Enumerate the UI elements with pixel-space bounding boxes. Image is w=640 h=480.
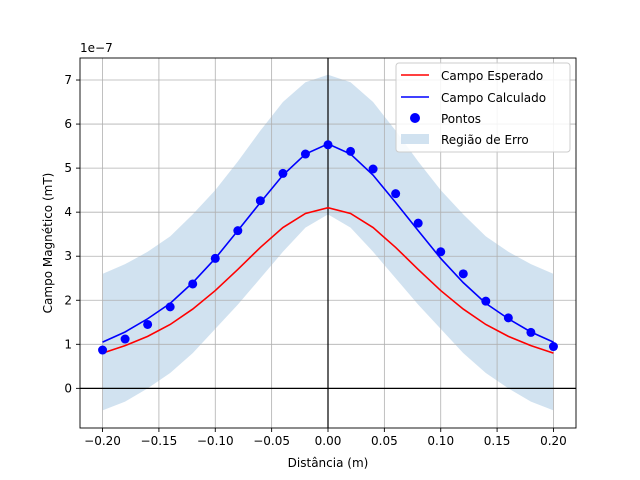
data-point-16 bbox=[458, 269, 468, 279]
legend-label-campo-esperado: Campo Esperado bbox=[441, 69, 543, 83]
y-tick-label-4: 4 bbox=[64, 205, 72, 219]
legend-swatch-pontos bbox=[410, 113, 420, 123]
legend-swatch-regiao-de-erro bbox=[401, 134, 429, 144]
y-tick-label-6: 6 bbox=[64, 117, 72, 131]
x-tick-label-8: 0.20 bbox=[540, 434, 567, 448]
y-tick-label-5: 5 bbox=[64, 161, 72, 175]
x-axis-ticks: −0.20 −0.15 −0.10 −0.05 0.00 0.05 0.10 0.15 0.20 bbox=[84, 428, 567, 448]
x-tick-label-5: 0.05 bbox=[371, 434, 398, 448]
y-tick-label-0: 0 bbox=[64, 381, 72, 395]
legend-box bbox=[395, 62, 571, 153]
data-point-4 bbox=[188, 279, 198, 289]
legend-label-campo-calculado: Campo Calculado bbox=[441, 91, 546, 105]
y-tick-label-2: 2 bbox=[64, 293, 72, 307]
data-point-20 bbox=[548, 342, 558, 352]
data-point-0 bbox=[98, 345, 108, 355]
data-point-8 bbox=[278, 168, 288, 178]
y-tick-label-1: 1 bbox=[64, 337, 72, 351]
data-point-18 bbox=[503, 313, 513, 323]
y-tick-label-7: 7 bbox=[64, 73, 72, 87]
data-point-2 bbox=[143, 319, 153, 329]
series-line-campo-esperado bbox=[102, 206, 554, 354]
data-point-17 bbox=[481, 296, 491, 306]
data-point-19 bbox=[526, 327, 536, 337]
x-tick-label-1: −0.15 bbox=[141, 434, 178, 448]
data-point-14 bbox=[413, 218, 423, 228]
data-point-3 bbox=[165, 302, 175, 312]
data-point-9 bbox=[300, 149, 310, 159]
data-point-15 bbox=[436, 247, 446, 257]
legend-label-pontos: Pontos bbox=[441, 112, 481, 126]
data-point-10 bbox=[323, 140, 333, 150]
x-tick-label-7: 0.15 bbox=[484, 434, 511, 448]
data-point-1 bbox=[120, 334, 130, 344]
data-point-7 bbox=[255, 196, 265, 206]
x-axis-label: Distância (m) bbox=[288, 456, 369, 470]
data-point-5 bbox=[210, 253, 220, 263]
legend: Campo Esperado Campo Calculado Pontos Re… bbox=[395, 62, 571, 153]
x-tick-label-0: −0.20 bbox=[84, 434, 121, 448]
x-tick-label-2: −0.10 bbox=[197, 434, 234, 448]
y-axis-offset-label: 1e−7 bbox=[80, 41, 113, 55]
scatter-points bbox=[98, 140, 558, 355]
y-tick-label-3: 3 bbox=[64, 249, 72, 263]
data-point-6 bbox=[233, 226, 243, 236]
legend-label-regiao-de-erro: Região de Erro bbox=[441, 133, 529, 147]
data-point-12 bbox=[368, 164, 378, 174]
zero-axis-lines bbox=[80, 58, 576, 428]
y-axis-label: Campo Magnético (mT) bbox=[41, 173, 55, 314]
x-tick-label-3: −0.05 bbox=[253, 434, 290, 448]
data-point-13 bbox=[391, 189, 401, 199]
y-axis-ticks: 0 1 2 3 4 5 6 7 bbox=[64, 73, 80, 395]
x-tick-label-6: 0.10 bbox=[427, 434, 454, 448]
data-point-11 bbox=[346, 146, 356, 156]
x-tick-label-4: 0.00 bbox=[315, 434, 342, 448]
